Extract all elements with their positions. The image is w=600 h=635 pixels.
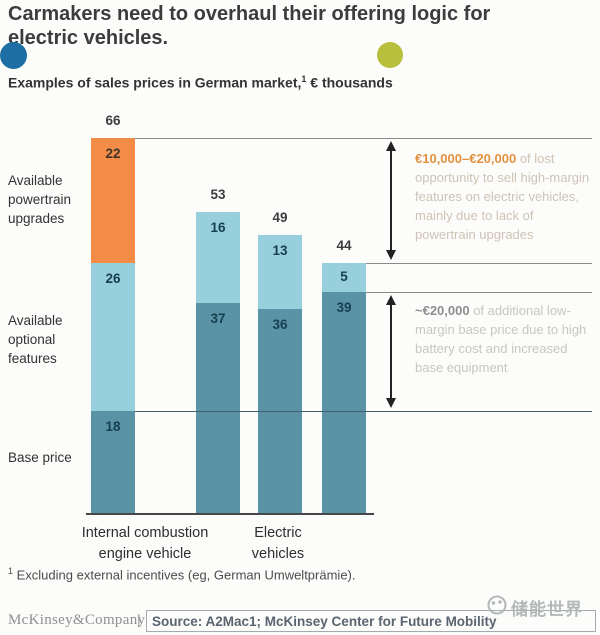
segment-value-label: 18: [105, 419, 121, 434]
arrowhead-down: [386, 398, 396, 408]
bar-segment: [258, 235, 302, 309]
watermark-text: 储能世界: [511, 600, 583, 619]
bar-segment: [91, 411, 135, 514]
x-axis-label-electric-vehicles: Electric vehicles: [251, 525, 305, 562]
chart-subtitle: Examples of sales prices in German marke…: [8, 74, 393, 91]
storage-world-logo-icon: [487, 595, 507, 620]
bar-segment: [322, 292, 366, 514]
arrowhead-up: [386, 295, 396, 305]
annotation-lost-opportunity: €10,000–€20,000 of lost opportunity to s…: [415, 149, 596, 244]
segment-value-label: 37: [210, 311, 226, 326]
footnote: 1 Excluding external incentives (eg, Ger…: [8, 566, 355, 582]
annotation-base-price-amount: ~€20,000: [415, 303, 470, 318]
footer-separator: |: [137, 611, 141, 627]
annotation-base-price-increase: ~€20,000 of additional low-margin base p…: [415, 301, 596, 377]
arrowhead-up: [386, 141, 396, 151]
segment-value-label: 39: [336, 300, 352, 315]
annotation-base-price-text: of additional low-margin base price due …: [415, 303, 587, 375]
storage-world-watermark: 储能世界: [487, 595, 583, 620]
segment-value-label: 36: [272, 317, 288, 332]
arrow-shaft: [390, 151, 392, 250]
subtitle-text: Examples of sales prices in German marke…: [8, 74, 302, 91]
page-title: Carmakers need to overhaul their offerin…: [8, 2, 592, 50]
source-text: Source: A2Mac1; McKinsey Center for Futu…: [152, 614, 497, 629]
segment-value-label: 22: [105, 146, 121, 161]
annotation-lost-opportunity-amount: €10,000–€20,000: [415, 151, 517, 166]
bar-total-label: 49: [272, 210, 288, 225]
annotation-lost-opportunity-text: of lost opportunity to sell high-margin …: [415, 151, 590, 242]
bar-total-label: 53: [210, 187, 226, 202]
blue-dot-decoration: [0, 42, 27, 69]
subtitle-unit: € thousands: [306, 74, 393, 91]
row-label-base-price: Base price: [8, 450, 72, 465]
range-arrow: [384, 141, 398, 260]
segment-value-label: 26: [105, 271, 121, 286]
reference-line: [366, 263, 592, 264]
bar-total-label: 66: [105, 113, 121, 128]
bar-segment: [91, 138, 135, 263]
bar-segment: [91, 263, 135, 411]
subtitle-footnote-marker: 1: [301, 74, 307, 84]
footnote-marker: 1: [8, 566, 14, 576]
footnote-text: Excluding external incentives (eg, Germa…: [13, 567, 356, 583]
x-axis-label-ice-vehicle: Internal combustion engine vehicle: [81, 525, 209, 562]
row-label-powertrain-upgrades: Available powertrain upgrades: [8, 173, 72, 226]
source-box: Source: A2Mac1; McKinsey Center for Futu…: [146, 610, 596, 632]
segment-value-label: 5: [340, 268, 348, 284]
bar-segment: [322, 263, 366, 292]
reference-line: [135, 138, 592, 139]
olive-dot-decoration: [377, 42, 403, 68]
brand-mckinsey: McKinsey&Company: [8, 612, 146, 628]
title-line-1: Carmakers need to overhaul their offerin…: [8, 3, 491, 25]
bar-segment: [196, 303, 240, 514]
segment-value-label: 16: [210, 220, 226, 235]
reference-line: [135, 411, 592, 412]
range-arrow: [384, 295, 398, 408]
x-axis-line: [86, 513, 374, 515]
bar-total-label: 44: [336, 238, 352, 253]
arrow-shaft: [390, 305, 392, 398]
reference-line: [366, 292, 592, 293]
title-line-2: electric vehicles.: [8, 27, 169, 49]
bar-segment: [196, 212, 240, 303]
segment-value-label: 13: [272, 243, 288, 258]
row-label-optional-features: Available optional features: [8, 313, 63, 366]
arrowhead-down: [386, 250, 396, 260]
